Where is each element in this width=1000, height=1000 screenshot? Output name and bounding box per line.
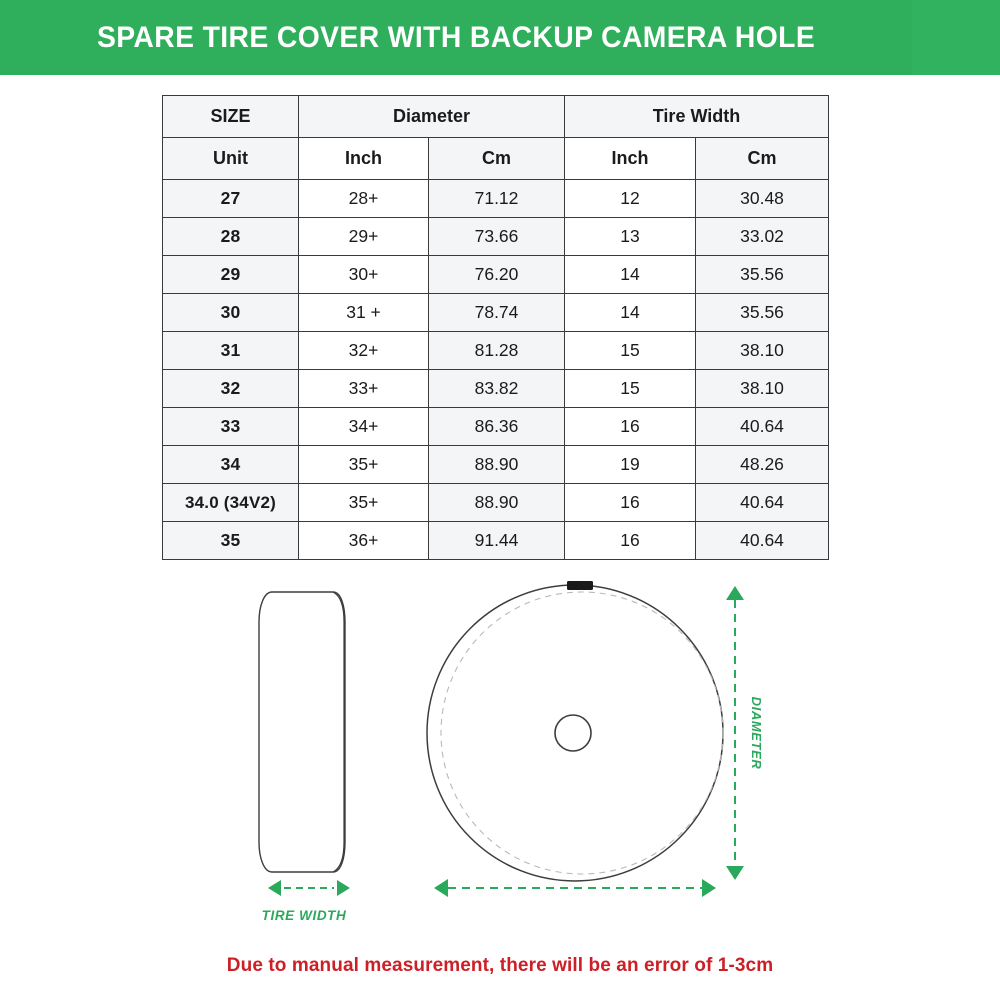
header-diameter: Diameter [297, 95, 566, 138]
header-diameter-cm: Cm [427, 137, 566, 180]
side-view-illustration [258, 591, 346, 873]
cell-diameter-cm: 76.20 [427, 255, 566, 294]
measurement-disclaimer: Due to manual measurement, there will be… [226, 955, 774, 976]
cell-tire-width-inch: 13 [564, 217, 697, 256]
cell-tire-width-cm: 35.56 [695, 293, 830, 332]
cell-diameter-cm: 71.12 [427, 179, 566, 218]
header-banner: SPARE TIRE COVER WITH BACKUP CAMERA HOLE [0, 0, 1000, 75]
arrow-up-icon [726, 586, 744, 600]
cell-tire-width-cm: 38.10 [695, 369, 830, 408]
cell-diameter-inch: 35+ [298, 445, 429, 484]
arrow-left-icon [434, 879, 448, 897]
arrow-right-icon [337, 880, 350, 896]
header-banner-inner: SPARE TIRE COVER WITH BACKUP CAMERA HOLE [0, 0, 912, 75]
header-tire-width-cm: Cm [695, 137, 830, 180]
header-diameter-inch: Inch [298, 137, 429, 180]
cell-diameter-cm: 81.28 [427, 331, 566, 370]
header-tire-width: Tire Width [564, 95, 830, 138]
cell-size: 28 [162, 217, 299, 256]
front-view-illustration [426, 581, 724, 882]
cell-tire-width-cm: 33.02 [695, 217, 830, 256]
cell-tire-width-cm: 38.10 [695, 331, 830, 370]
cell-tire-width-cm: 40.64 [695, 521, 830, 560]
header-tire-width-inch: Inch [564, 137, 697, 180]
cell-tire-width-inch: 16 [564, 483, 697, 522]
tire-width-dimension: TIRE WIDTH [262, 880, 350, 923]
table-row: 28 29+ 73.66 13 33.02 [162, 217, 830, 256]
cell-diameter-inch: 32+ [298, 331, 429, 370]
table-row: 34.0 (34V2) 35+ 88.90 16 40.64 [162, 483, 830, 522]
cell-tire-width-inch: 14 [564, 255, 697, 294]
arrow-left-icon [268, 880, 281, 896]
cell-size: 30 [162, 293, 299, 332]
cover-inner-dashed-circle [440, 591, 724, 875]
table-row: 33 34+ 86.36 16 40.64 [162, 407, 830, 446]
header-unit: Unit [162, 137, 299, 180]
cell-diameter-inch: 30+ [298, 255, 429, 294]
page-title: SPARE TIRE COVER WITH BACKUP CAMERA HOLE [96, 20, 816, 54]
table-row: 34 35+ 88.90 19 48.26 [162, 445, 830, 484]
cell-tire-width-inch: 19 [564, 445, 697, 484]
cell-tire-width-cm: 30.48 [695, 179, 830, 218]
arrow-down-icon [726, 866, 744, 880]
cell-tire-width-inch: 12 [564, 179, 697, 218]
cell-diameter-inch: 35+ [298, 483, 429, 522]
cell-tire-width-inch: 14 [564, 293, 697, 332]
diameter-horizontal-dimension [434, 879, 716, 897]
size-chart-table-wrapper: SIZE Diameter Tire Width Unit Inch Cm In… [162, 95, 830, 560]
table-head: SIZE Diameter Tire Width Unit Inch Cm In… [162, 95, 830, 180]
cell-tire-width-inch: 16 [564, 521, 697, 560]
cell-diameter-cm: 91.44 [427, 521, 566, 560]
cell-diameter-cm: 88.90 [427, 483, 566, 522]
cell-diameter-inch: 31 + [298, 293, 429, 332]
cell-size: 33 [162, 407, 299, 446]
cell-tire-width-cm: 35.56 [695, 255, 830, 294]
cover-top-tab-icon [567, 581, 593, 590]
cell-diameter-cm: 88.90 [427, 445, 566, 484]
table-row: 29 30+ 76.20 14 35.56 [162, 255, 830, 294]
cell-tire-width-cm: 48.26 [695, 445, 830, 484]
cell-diameter-cm: 83.82 [427, 369, 566, 408]
cell-tire-width-inch: 16 [564, 407, 697, 446]
cell-size: 31 [162, 331, 299, 370]
cell-size: 34.0 (34V2) [162, 483, 299, 522]
cell-size: 34 [162, 445, 299, 484]
product-diagram: TIRE WIDTH DIAMETER [0, 548, 1000, 948]
cell-tire-width-inch: 15 [564, 369, 697, 408]
table-body: 27 28+ 71.12 12 30.48 28 29+ 73.66 13 33… [162, 179, 830, 560]
cell-diameter-inch: 28+ [298, 179, 429, 218]
cell-diameter-inch: 29+ [298, 217, 429, 256]
table-row: 32 33+ 83.82 15 38.10 [162, 369, 830, 408]
backup-camera-hole-icon [554, 714, 592, 752]
side-view-edge-line [332, 591, 345, 873]
diameter-vertical-dimension: DIAMETER [726, 586, 764, 880]
arrow-right-icon [702, 879, 716, 897]
table-row: 30 31 + 78.74 14 35.56 [162, 293, 830, 332]
cell-diameter-cm: 86.36 [427, 407, 566, 446]
cell-diameter-inch: 34+ [298, 407, 429, 446]
table-unit-header-row: Unit Inch Cm Inch Cm [162, 137, 830, 180]
header-size: SIZE [162, 95, 299, 138]
cell-tire-width-cm: 40.64 [695, 483, 830, 522]
cell-diameter-inch: 33+ [298, 369, 429, 408]
cell-tire-width-cm: 40.64 [695, 407, 830, 446]
cell-size: 29 [162, 255, 299, 294]
cell-diameter-cm: 78.74 [427, 293, 566, 332]
tire-width-label: TIRE WIDTH [262, 908, 347, 923]
side-view-body [258, 591, 346, 873]
table-group-header-row: SIZE Diameter Tire Width [162, 95, 830, 138]
diameter-label: DIAMETER [749, 697, 764, 770]
cell-size: 27 [162, 179, 299, 218]
table-row: 27 28+ 71.12 12 30.48 [162, 179, 830, 218]
cell-tire-width-inch: 15 [564, 331, 697, 370]
size-chart-table: SIZE Diameter Tire Width Unit Inch Cm In… [162, 95, 830, 560]
cell-size: 35 [162, 521, 299, 560]
table-row: 31 32+ 81.28 15 38.10 [162, 331, 830, 370]
table-row: 35 36+ 91.44 16 40.64 [162, 521, 830, 560]
cell-diameter-cm: 73.66 [427, 217, 566, 256]
cell-size: 32 [162, 369, 299, 408]
